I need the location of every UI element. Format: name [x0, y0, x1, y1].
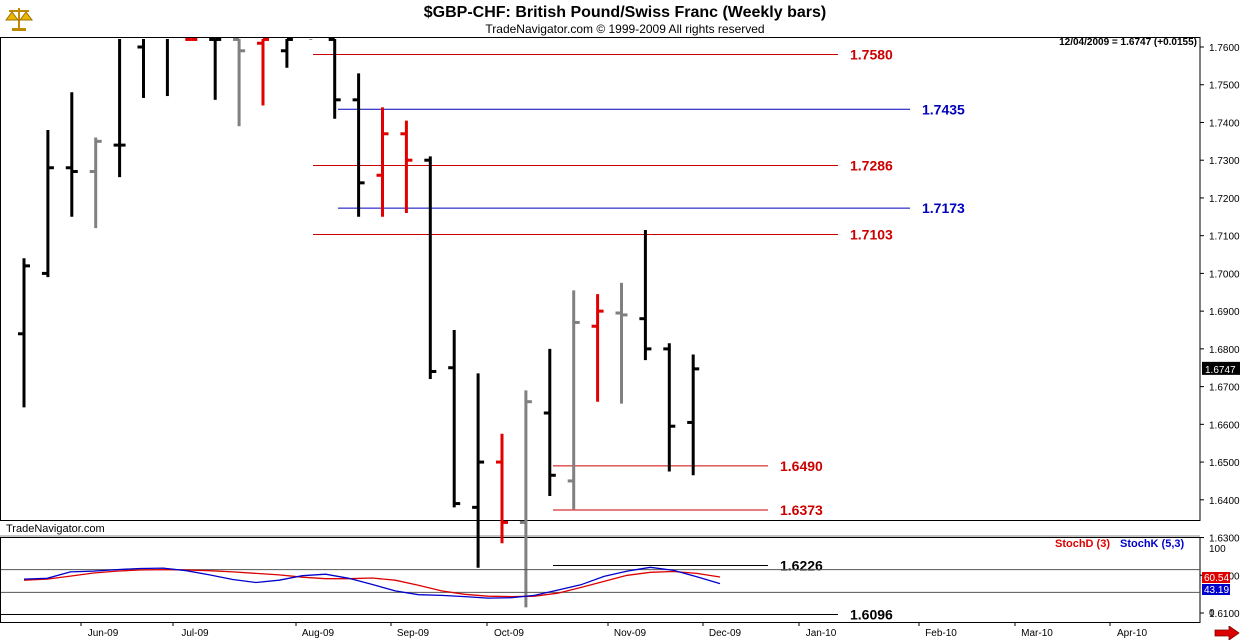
last-price-info: 12/04/2009 = 1.6747 (+0.0155): [1059, 37, 1197, 48]
ohlc-bar: [591, 294, 604, 402]
level-label: 1.7435: [922, 101, 965, 117]
price-tick-label: 1.6100: [1209, 609, 1240, 620]
ohlc-bar: [209, 37, 222, 100]
date-tick-label: Sep-09: [397, 628, 430, 639]
price-pane-border: [0, 37, 1201, 521]
date-tick-label: Jul-09: [181, 628, 209, 639]
date-tick-label: Apr-10: [1117, 628, 1147, 639]
ohlc-bar: [400, 120, 413, 214]
level-label: 1.6490: [780, 458, 823, 474]
watermark-label: TradeNavigator.com: [6, 523, 105, 535]
stochd-last-value: 60.54: [1204, 573, 1229, 584]
ohlc-bar: [567, 290, 580, 510]
ohlc-bar: [424, 156, 437, 380]
ohlc-bar: [519, 390, 532, 608]
stochk-last-value: 43.19: [1204, 585, 1229, 596]
stoch-tick-label: 100: [1209, 544, 1226, 555]
level-label: 1.6096: [850, 607, 893, 623]
date-tick-label: Nov-09: [614, 628, 647, 639]
level-label: 1.7173: [922, 200, 965, 216]
stochd-line: [23, 568, 721, 598]
date-tick-label: Jun-09: [88, 628, 119, 639]
level-label: 1.7103: [850, 227, 893, 243]
legend-stochd: StochD (3): [1055, 538, 1110, 550]
ohlc-bar: [448, 330, 461, 508]
last-price-box: [1202, 361, 1240, 375]
date-tick-label: Jan-10: [806, 628, 837, 639]
price-tick-label: 1.6800: [1209, 345, 1240, 356]
ohlc-bar: [41, 130, 54, 278]
ohlc-bar: [352, 73, 365, 217]
last-price-label: 1.6747: [1205, 365, 1236, 376]
ohlc-bar: [137, 39, 145, 98]
chart-frame: [0, 37, 1201, 623]
price-tick-label: 1.6700: [1209, 383, 1240, 394]
ohlc-bar: [615, 282, 628, 404]
stochk-line: [23, 566, 721, 599]
price-bars: [18, 37, 700, 608]
price-tick-label: 1.7000: [1209, 269, 1240, 280]
ohlc-bar: [113, 39, 126, 178]
stochd-last-box: [1202, 572, 1230, 583]
ohlc-bar: [65, 92, 78, 217]
ohlc-bar: [257, 37, 269, 106]
date-tick-label: Dec-09: [709, 628, 742, 639]
level-label: 1.7580: [850, 47, 893, 63]
red-arrow-right-icon[interactable]: [1214, 626, 1240, 640]
scales-logo-icon: [5, 8, 33, 31]
price-tick-label: 1.7100: [1209, 232, 1240, 243]
level-label: 1.6226: [780, 557, 823, 573]
level-label: 1.6373: [780, 502, 823, 518]
price-tick-label: 1.7600: [1209, 43, 1240, 54]
ohlc-bar: [687, 354, 700, 476]
price-tick-label: 1.6300: [1209, 534, 1240, 545]
price-tick-label: 1.7500: [1209, 81, 1240, 92]
ohlc-bar: [280, 37, 293, 68]
price-axis: 1.7600 1.7500 1.7400 1.7300 1.7200 1.7100 1.70…: [1200, 43, 1240, 620]
ohlc-bar: [639, 230, 652, 361]
date-tick-label: Mar-10: [1021, 628, 1053, 639]
ohlc-bar: [663, 343, 676, 472]
ohlc-bar: [376, 107, 389, 217]
stoch-pane-border: [0, 537, 1201, 623]
date-tick-label: Aug-09: [302, 628, 335, 639]
date-tick-label: Feb-10: [925, 628, 957, 639]
stochk-last-box: [1202, 584, 1230, 595]
price-tick-label: 1.7200: [1209, 194, 1240, 205]
ohlc-bar: [89, 137, 102, 229]
price-tick-label: 1.6900: [1209, 307, 1240, 318]
price-tick-label: 1.7300: [1209, 156, 1240, 167]
price-tick-label: 1.6500: [1209, 458, 1240, 469]
ohlc-bar: [472, 373, 485, 568]
stoch-tick-label: 0: [1209, 608, 1215, 619]
ohlc-bar: [18, 258, 30, 408]
legend-stochk: StochK (5,3): [1120, 538, 1185, 550]
price-tick-label: 1.6600: [1209, 420, 1240, 431]
ohlc-bar: [233, 37, 246, 127]
price-tick-label: 1.6400: [1209, 496, 1240, 507]
date-axis: Jun-09 Jul-09 Aug-09 Sep-09 Oct-09 Nov-09 Dec-…: [80, 622, 1147, 639]
ohlc-bar: [543, 348, 556, 497]
level-label: 1.7286: [850, 157, 893, 173]
ohlc-bar: [496, 433, 508, 544]
chart-copyright: TradeNavigator.com © 1999-2009 All right…: [485, 22, 765, 36]
chart-title: $GBP-CHF: British Pound/Swiss Franc (Wee…: [423, 4, 827, 21]
price-tick-label: 1.7400: [1209, 118, 1240, 129]
date-tick-label: Oct-09: [494, 628, 524, 639]
ohlc-bar: [328, 37, 341, 119]
